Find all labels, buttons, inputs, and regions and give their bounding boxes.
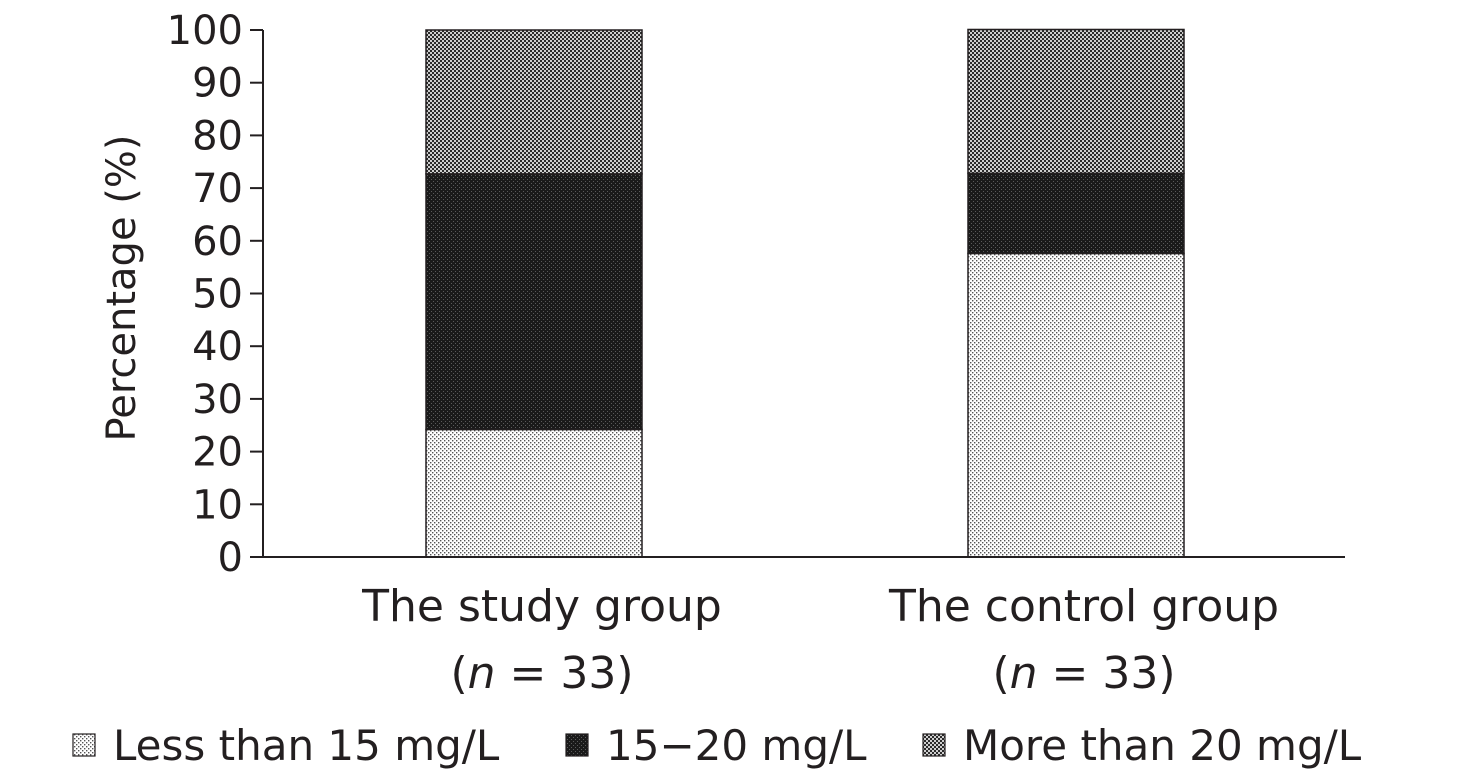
y-tick-label: 60: [192, 219, 243, 265]
y-tick-label: 50: [192, 272, 243, 318]
bar-segment-1-1: [425, 428, 643, 558]
y-axis: 0 10 20 30 40 50 60 70 80 90 100: [167, 8, 264, 581]
legend-swatch: [72, 733, 96, 757]
y-tick-label: 10: [192, 482, 243, 528]
y-tick-label: 70: [192, 166, 243, 212]
bar-segment-2-1: [967, 252, 1185, 558]
category-labels: The study group (n = 33) The control group…: [361, 581, 1279, 699]
category-label: The study group: [361, 581, 722, 632]
legend-label: Less than 15 mg/L: [113, 721, 500, 770]
y-tick-label: 100: [167, 8, 243, 54]
legend-swatch: [922, 733, 946, 757]
bar-segment-2-3: [967, 28, 1185, 175]
y-tick-label: 30: [192, 377, 243, 423]
category-sample-size: (n = 33): [450, 648, 633, 699]
bar-segment-1-3: [425, 29, 643, 175]
y-axis-title: Percentage (%): [99, 135, 145, 442]
category-label: The control group: [888, 581, 1279, 632]
bar-segment-2-2: [967, 172, 1185, 255]
category-sample-size: (n = 33): [992, 648, 1175, 699]
bars-group: [425, 28, 1185, 558]
legend: Less than 15 mg/L 15−20 mg/L More than 20 …: [72, 721, 1362, 770]
legend-label: 15−20 mg/L: [606, 721, 867, 770]
y-tick-label: 90: [192, 61, 243, 107]
legend-swatch: [565, 733, 589, 757]
y-tick-label: 0: [218, 535, 243, 581]
y-tick-label: 40: [192, 324, 243, 370]
legend-label: More than 20 mg/L: [963, 721, 1362, 770]
bar-segment-1-2: [425, 173, 643, 431]
y-tick-label: 20: [192, 430, 243, 476]
y-tick-label: 80: [192, 113, 243, 159]
